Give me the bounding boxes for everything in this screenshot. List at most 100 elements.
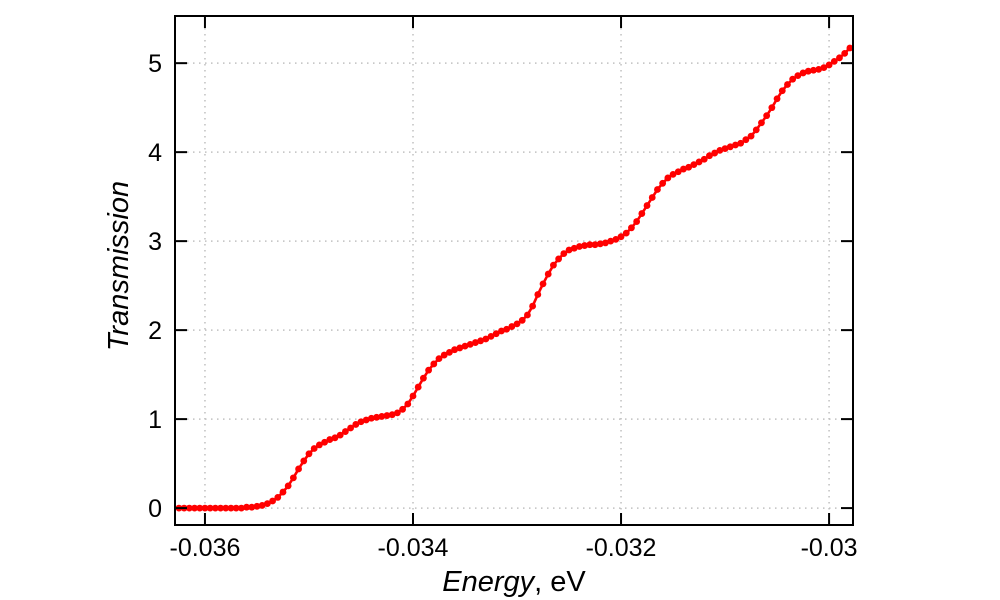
y-tick-label: 5 [148,50,162,78]
x-axis-label-unit: , eV [534,566,586,598]
data-point [773,95,781,103]
data-point [659,179,667,187]
data-point [836,54,843,62]
data-point [768,104,776,112]
data-point [196,504,204,512]
data-point [383,412,391,419]
data-point [534,291,542,298]
x-tick-label: -0.036 [170,534,241,562]
transmission-curve [175,44,854,512]
data-point [482,335,490,343]
data-point [763,112,771,120]
x-axis-label: Energy, eV [442,566,586,598]
data-point [680,165,687,173]
data-point [648,194,656,201]
data-point [456,344,464,352]
data-point [700,155,708,163]
data-point [269,497,276,505]
data-point [742,136,750,144]
data-point [685,163,693,171]
data-point [378,413,386,420]
grid-lines-group [175,16,853,525]
data-point [393,409,401,417]
data-point [789,75,797,83]
data-point [622,229,630,237]
data-point [799,69,807,77]
data-point [191,504,198,512]
data-point [362,416,370,424]
data-point [810,66,817,74]
data-point [560,250,568,257]
y-tick-label: 3 [148,228,162,256]
data-point [586,241,594,249]
data-point [404,400,412,408]
data-point [544,270,552,278]
data-point [752,126,760,134]
data-point [289,474,297,482]
data-point [237,504,245,512]
data-point [300,457,308,465]
data-point [830,57,838,65]
data-point [367,414,375,422]
data-point [550,261,557,269]
data-point [425,366,432,374]
data-point [487,332,495,340]
data-point [633,218,641,225]
data-point [726,143,734,151]
data-point [232,504,240,512]
data-point [446,348,453,356]
data-point [451,346,458,354]
data-point [503,325,511,333]
data-point [498,327,505,335]
y-axis-label: Transmission [103,181,135,351]
data-point [737,139,745,147]
plot-border-and-ticks [174,15,854,526]
plot-border [174,15,854,526]
data-point [732,141,739,149]
data-point [222,504,230,512]
data-point [399,405,406,413]
data-point [612,235,620,243]
data-point [690,161,698,169]
data-point [466,340,474,348]
data-point [804,67,812,75]
data-point [336,431,344,439]
data-point [295,465,302,473]
data-point [217,504,224,512]
data-point [664,174,672,182]
data-point [420,374,427,382]
data-point [440,351,448,359]
data-point [654,186,661,193]
data-point [581,242,589,249]
data-point [825,61,833,69]
data-point [435,355,443,362]
data-point [315,441,323,449]
y-tick-label: 1 [148,406,162,434]
data-point [492,330,500,338]
y-tick-label: 4 [148,139,162,167]
data-point [706,152,713,160]
x-tick-label: -0.034 [378,534,449,562]
data-point [674,168,682,176]
data-point [778,87,786,95]
data-point [524,311,531,319]
data-point [321,438,328,446]
data-point [846,44,854,52]
data-point [352,421,360,428]
data-point [305,450,313,458]
data-point [258,502,266,509]
data-point [284,482,292,490]
data-point [472,339,479,346]
y-tick-label: 0 [148,495,162,523]
data-point [565,246,573,254]
data-point [243,503,250,511]
data-point [815,65,823,73]
data-point [820,64,828,72]
data-point [784,81,791,88]
data-point [747,132,755,140]
data-point [539,280,547,288]
data-point [201,504,209,512]
data-point [596,240,604,248]
